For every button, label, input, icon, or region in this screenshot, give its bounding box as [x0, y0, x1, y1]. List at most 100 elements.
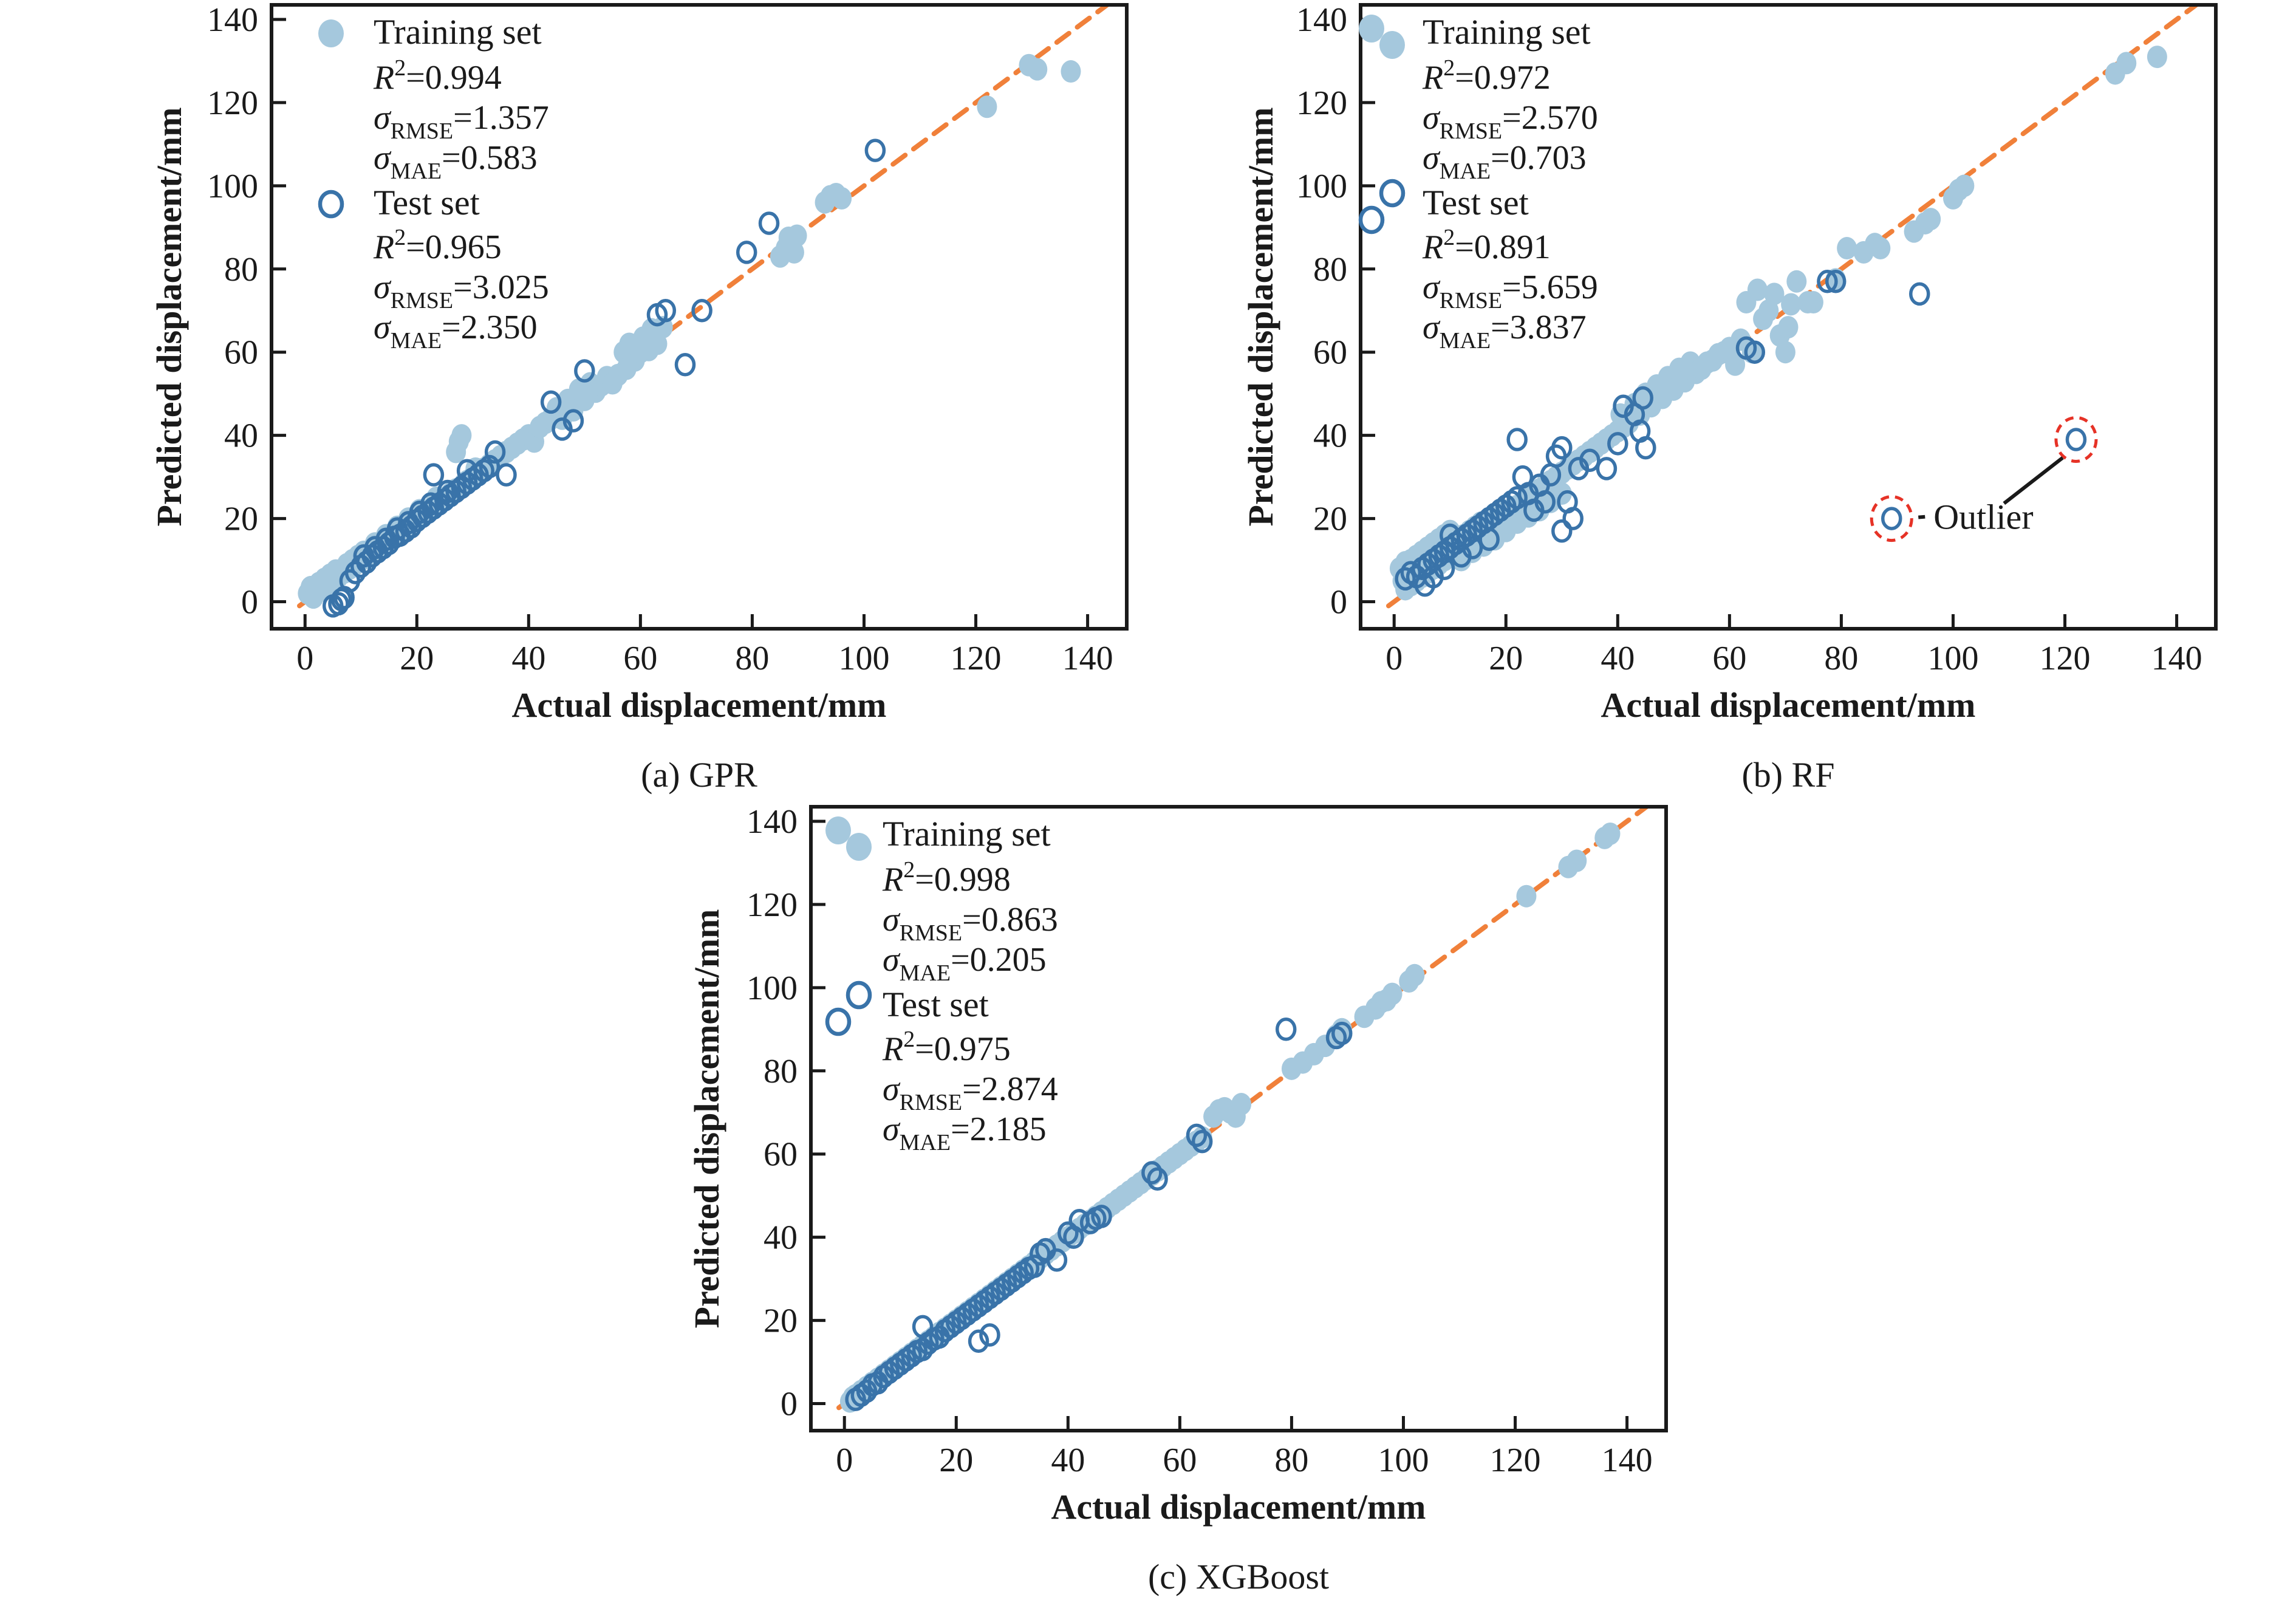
test-point [655, 298, 677, 323]
test-point [1275, 1018, 1297, 1041]
x-tick-label: 40 [511, 640, 545, 677]
y-tick-label: 80 [1313, 251, 1347, 289]
x-tick-label: 60 [1712, 640, 1746, 677]
y-tick-label: 140 [1296, 1, 1347, 39]
train-point [1786, 270, 1807, 293]
stat-line-rmse: σRMSE=2.874 [883, 1070, 1058, 1115]
y-tick-label: 100 [747, 970, 798, 1007]
test-point [674, 352, 696, 377]
x-axis-title: Actual displacement/mm [512, 685, 887, 725]
x-tick-label: 120 [1490, 1442, 1541, 1479]
test-point [1909, 282, 1930, 306]
test-point [736, 241, 757, 264]
test-point [1478, 527, 1500, 552]
y-tick-label: 40 [764, 1219, 798, 1257]
test-point [1825, 270, 1847, 293]
y-tick-label: 140 [207, 1, 258, 39]
train-point [1516, 884, 1537, 908]
test-point [758, 211, 780, 235]
stat-line-rmse: σRMSE=1.357 [374, 99, 549, 144]
y-tick-label: 140 [747, 803, 798, 841]
test-point [1141, 1161, 1163, 1185]
y-tick-label: 60 [1313, 334, 1347, 372]
test-point [423, 463, 445, 487]
stat-line-mae: σMAE=2.350 [374, 309, 538, 354]
test-point [420, 492, 442, 516]
y-tick-label: 40 [224, 417, 258, 455]
plot-box [809, 805, 1668, 1432]
train-point [2147, 46, 2167, 69]
stat-line-rmse: σRMSE=2.570 [1423, 99, 1598, 144]
train-point [451, 424, 472, 447]
x-tick-label: 140 [1602, 1442, 1653, 1479]
x-tick-label: 100 [1378, 1442, 1429, 1479]
gpr-plot: 0 20 40 60 80 100 120 140 0 20 40 60 80 100 120 140 Actu… [149, 1, 1129, 795]
y-tick-label: 100 [207, 168, 258, 205]
test-point [1596, 457, 1618, 481]
test-point [1534, 490, 1556, 514]
test-point [1506, 428, 1528, 451]
outlier-annotation: Outlier [1870, 416, 2098, 542]
train-point [1231, 1093, 1252, 1116]
legend-train-marker [1379, 31, 1405, 59]
legend-test-marker [1379, 179, 1406, 208]
y-tick-label: 20 [1313, 501, 1347, 538]
test-point [1506, 486, 1528, 510]
legend-test-label: Test set [374, 183, 480, 222]
y-axis-title: Predicted displacement/mm [687, 909, 726, 1329]
train-point [1600, 823, 1621, 846]
test-point [1023, 1254, 1045, 1278]
test-point [1191, 1129, 1213, 1154]
train-point [1027, 58, 1048, 81]
stat-line-r2: R2=0.998 [882, 857, 1011, 898]
stat-line-mae: σMAE=2.185 [883, 1110, 1047, 1155]
train-point [2116, 52, 2137, 75]
test-point [1091, 1205, 1112, 1228]
test-point [328, 592, 349, 616]
test-point [2065, 428, 2087, 451]
xgboost-plot: 0 20 40 60 80 100 120 140 0 20 40 60 80 100 120 140 Actu… [687, 803, 1668, 1596]
train-point [1764, 282, 1785, 306]
x-tick-label: 140 [2151, 640, 2202, 677]
x-axis-title: Actual displacement/mm [1051, 1487, 1426, 1527]
test-point [1551, 519, 1573, 543]
train-point [977, 95, 997, 118]
stat-line-r2: R2=0.965 [373, 225, 502, 266]
y-tick-label: 100 [1296, 168, 1347, 205]
test-point [1551, 436, 1573, 460]
y-tick-label: 60 [224, 334, 258, 372]
y-tick-label: 0 [1330, 583, 1347, 621]
x-tick-label: 20 [1489, 640, 1523, 677]
train-point [1870, 237, 1891, 260]
test-point [437, 479, 459, 504]
legend-test-marker [1358, 205, 1385, 234]
test-point [979, 1323, 1000, 1347]
train-point [1778, 316, 1799, 339]
plot-box [1359, 3, 2218, 631]
stat-line-r2: R2=0.972 [1422, 55, 1551, 97]
legend-train-marker [318, 19, 344, 47]
legend-test-marker [318, 190, 344, 219]
test-points [845, 1018, 1353, 1411]
x-tick-label: 100 [1927, 640, 1978, 677]
y-tick-label: 80 [764, 1053, 798, 1090]
stat-line-mae: σMAE=0.205 [883, 941, 1047, 986]
test-point [479, 454, 501, 479]
chart-subtitle: (c) XGBoost [1148, 1557, 1329, 1596]
x-tick-label: 0 [296, 640, 313, 677]
stat-line-mae: σMAE=0.583 [374, 139, 538, 184]
chart-subtitle: (a) GPR [641, 755, 757, 795]
x-tick-label: 120 [951, 640, 1002, 677]
train-point [1567, 849, 1587, 872]
x-tick-label: 120 [2040, 640, 2091, 677]
y-tick-label: 60 [764, 1136, 798, 1174]
test-point [1744, 340, 1766, 364]
test-point [1395, 567, 1416, 591]
test-points [322, 139, 886, 618]
train-point [1921, 208, 1941, 231]
y-axis-title: Predicted displacement/mm [149, 108, 189, 527]
x-tick-label: 140 [1062, 640, 1113, 677]
test-point [968, 1329, 989, 1353]
stat-line-r2: R2=0.994 [373, 55, 502, 97]
